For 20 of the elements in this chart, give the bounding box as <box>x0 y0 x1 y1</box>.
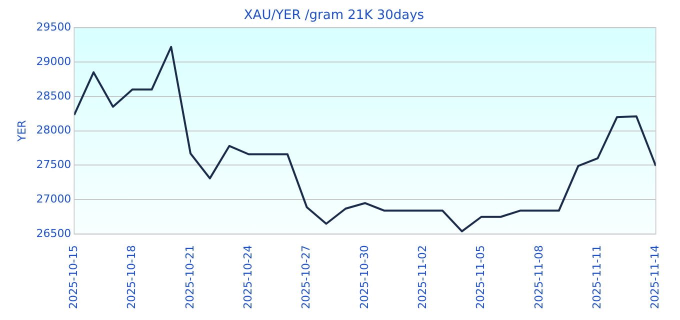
x-tick-label: 2025-11-08 <box>532 245 546 310</box>
y-axis-title: YER <box>15 120 28 142</box>
y-tick-label: 28500 <box>36 89 72 102</box>
x-tick-label: 2025-10-27 <box>300 245 313 310</box>
y-tick-label: 29500 <box>36 20 72 34</box>
y-tick-label: 26500 <box>36 226 72 240</box>
x-tick-label: 2025-11-14 <box>648 245 662 310</box>
x-tick-label: 2025-11-02 <box>416 245 430 310</box>
y-tick-label: 28000 <box>36 124 72 137</box>
x-tick-label: 2025-11-11 <box>590 245 604 310</box>
x-tick-label: 2025-10-15 <box>67 245 80 310</box>
y-tick-label: 27000 <box>36 192 72 206</box>
x-tick-label: 2025-10-21 <box>183 245 196 310</box>
x-tick-label: 2025-10-24 <box>242 245 255 310</box>
x-tick-label: 2025-11-05 <box>474 245 488 310</box>
chart-title: XAU/YER /gram 21K 30days <box>244 8 424 24</box>
y-tick-label: 27500 <box>36 158 72 172</box>
y-tick-label: 29000 <box>36 54 72 68</box>
x-tick-label: 2025-10-30 <box>358 245 371 310</box>
x-tick-label: 2025-10-18 <box>125 245 138 310</box>
